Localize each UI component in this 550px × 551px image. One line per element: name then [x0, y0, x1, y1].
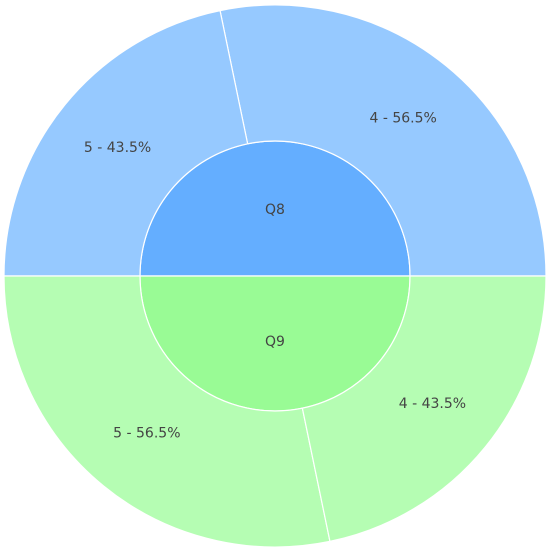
outer-slice [3, 9, 249, 277]
outer-slice [219, 4, 547, 277]
slice-label: 4 - 56.5% [369, 111, 436, 127]
slice-label: 5 - 43.5% [84, 140, 151, 156]
slice-label: 4 - 43.5% [399, 396, 466, 412]
outer-slice [301, 275, 547, 543]
slice-label: Q9 [265, 334, 285, 350]
slice-label: Q8 [265, 202, 285, 218]
slice-label: 5 - 56.5% [113, 425, 180, 441]
outer-slice [3, 275, 331, 548]
